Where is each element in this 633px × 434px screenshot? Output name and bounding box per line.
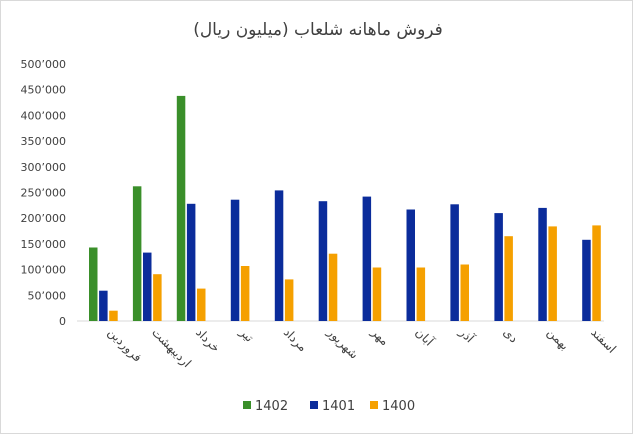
bar-1400 (416, 267, 426, 321)
bar-1400 (153, 274, 162, 321)
legend-item: 1402 (243, 399, 288, 414)
y-axis-ticks: 500٬000 450٬000 400٬000 350٬000 300٬000 250٬0… (21, 58, 67, 328)
bar-1400 (109, 310, 118, 321)
category-labels: فروردین اردیبهشت خرداد تیر مرداد شهریور مهر آبا… (104, 324, 618, 371)
y-tick-label: 0 (59, 315, 66, 328)
bar-1401 (406, 209, 415, 321)
y-tick-label: 400٬000 (21, 109, 67, 122)
bar-1400 (548, 226, 557, 321)
category-label: مرداد (280, 325, 310, 355)
y-tick-label: 450٬000 (21, 84, 67, 97)
bar-1400 (372, 267, 382, 321)
bar-1401 (582, 239, 591, 321)
category-label: آذر (455, 324, 478, 347)
bar-1401 (538, 207, 547, 321)
bar-1401 (143, 252, 152, 321)
category-label: آبان (413, 325, 438, 350)
legend-item: 1400 (370, 399, 415, 414)
category-label: خرداد (192, 325, 222, 355)
y-tick-label: 100٬000 (21, 264, 67, 277)
bar-1402 (176, 95, 186, 322)
legend-swatch (370, 401, 378, 409)
category-label: دی (500, 325, 520, 345)
bar-1401 (274, 190, 284, 321)
legend: 1402 1401 1400 (243, 399, 415, 414)
bar-1401 (99, 290, 108, 321)
category-label: شهریور (323, 325, 361, 363)
bar-1400 (284, 279, 294, 321)
y-tick-label: 200٬000 (21, 212, 67, 225)
legend-swatch (310, 401, 318, 409)
bar-1401 (318, 201, 328, 321)
bars (89, 95, 601, 322)
bar-1400 (592, 225, 601, 321)
y-tick-label: 500٬000 (21, 58, 67, 71)
category-label: فروردین (104, 325, 144, 365)
bar-1402 (132, 186, 142, 321)
y-tick-label: 150٬000 (21, 238, 67, 251)
category-label: اردیبهشت (148, 325, 194, 371)
legend-label: 1401 (322, 399, 355, 414)
chart-title: فروش ماهانه شلعاب (میلیون ریال) (193, 20, 443, 40)
y-tick-label: 50٬000 (28, 289, 67, 302)
bar-1400 (460, 264, 469, 321)
legend-label: 1400 (382, 399, 415, 414)
y-tick-label: 350٬000 (21, 135, 67, 148)
y-tick-label: 300٬000 (21, 161, 67, 174)
bar-1400 (328, 253, 338, 321)
bar-1402 (89, 247, 98, 321)
legend-swatch (243, 401, 251, 409)
bar-1401 (450, 204, 459, 321)
y-tick-label: 250٬000 (21, 187, 67, 200)
category-label: بهمن (544, 325, 572, 353)
legend-item: 1401 (310, 399, 355, 414)
category-label: تیر (236, 325, 257, 346)
category-label: اسفند (588, 325, 619, 356)
legend-label: 1402 (255, 399, 288, 414)
category-label: مهر (367, 325, 391, 349)
bar-1401 (494, 213, 503, 321)
bar-1401 (186, 203, 196, 321)
bar-1400 (240, 266, 250, 321)
bar-1401 (230, 199, 240, 321)
bar-1400 (504, 236, 513, 321)
bar-1401 (362, 196, 372, 321)
bar-1400 (197, 288, 206, 321)
